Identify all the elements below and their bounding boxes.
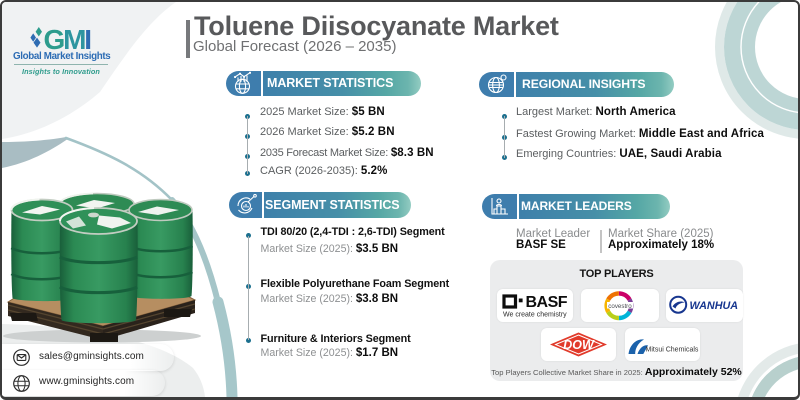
svg-text:WANHUA: WANHUA xyxy=(689,300,738,312)
svg-text:BASF: BASF xyxy=(525,294,567,311)
svg-text:We create chemistry: We create chemistry xyxy=(503,311,567,318)
svg-text:covestro: covestro xyxy=(608,303,632,310)
svg-text:DOW: DOW xyxy=(563,338,595,352)
svg-text:Mitsui Chemicals: Mitsui Chemicals xyxy=(645,346,698,353)
